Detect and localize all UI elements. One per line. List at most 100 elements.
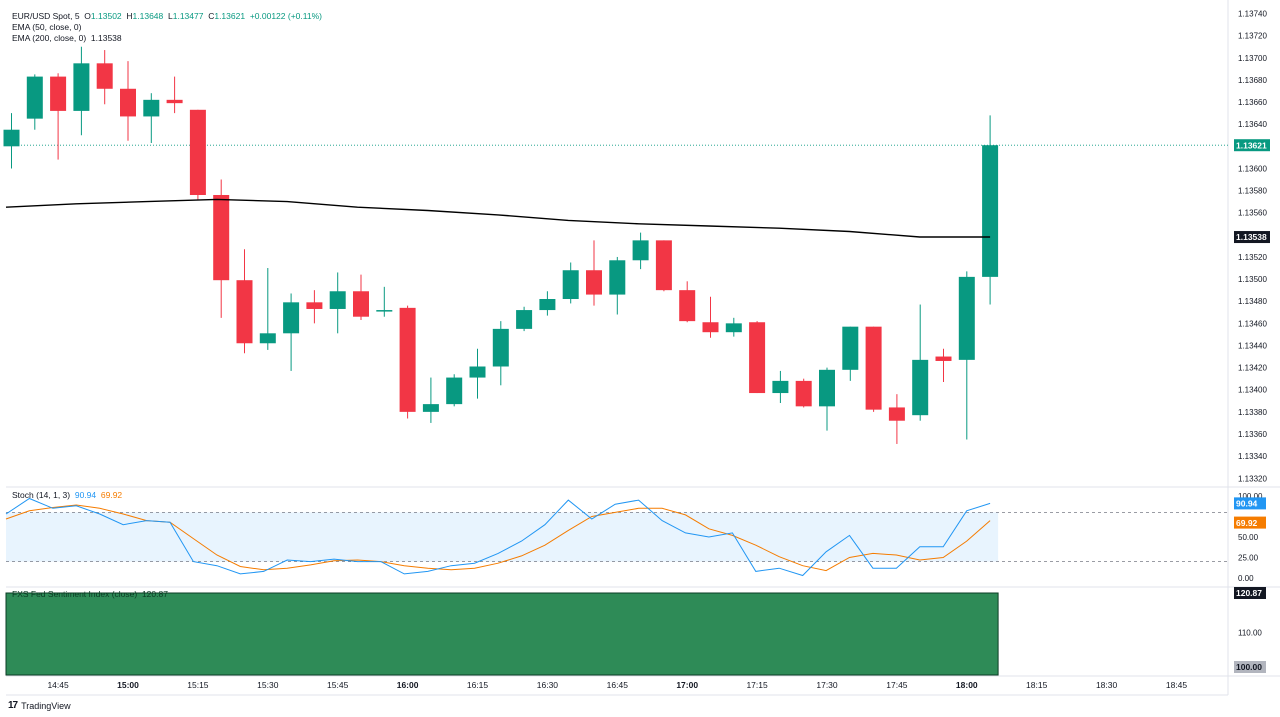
price-tick-label: 1.13680	[1238, 76, 1267, 85]
stoch-tick-label: 25.00	[1238, 554, 1259, 563]
candle	[236, 249, 253, 354]
candle	[399, 305, 416, 419]
candle-body	[3, 129, 20, 147]
candle-body	[213, 194, 230, 281]
candle	[492, 321, 509, 386]
stoch-d-value: 69.92	[100, 490, 123, 500]
candle	[166, 76, 183, 114]
candle	[912, 304, 929, 421]
sentiment-base-tag-bg	[1234, 661, 1266, 673]
candle	[283, 293, 300, 371]
candle	[655, 240, 672, 292]
candle-body	[958, 276, 975, 360]
time-tick-label: 18:15	[1026, 680, 1048, 690]
candle-body	[492, 328, 509, 367]
candle-body	[772, 380, 789, 394]
low-value: 1.13477	[172, 11, 204, 21]
candle-body	[865, 326, 882, 410]
change-value: +0.00122 (+0.11%)	[249, 11, 322, 21]
candle-body	[562, 270, 579, 300]
time-tick-label: 17:15	[746, 680, 768, 690]
time-tick-label: 15:15	[187, 680, 209, 690]
candle-body	[283, 302, 300, 334]
time-tick-label: 18:30	[1096, 680, 1118, 690]
tradingview-brand[interactable]: 17 TradingView	[8, 700, 71, 711]
candle	[120, 61, 136, 141]
candle-body	[376, 310, 393, 312]
price-tick-label: 1.13700	[1238, 54, 1267, 63]
candle-body	[516, 310, 533, 329]
price-tick-label: 1.13720	[1238, 32, 1267, 41]
candle	[422, 377, 439, 423]
candle-body	[725, 323, 742, 333]
candle-body	[819, 369, 835, 407]
candle-body	[50, 76, 67, 111]
time-tick-label: 14:45	[47, 680, 69, 690]
candle-body	[469, 366, 486, 378]
candle	[842, 326, 859, 381]
candle-body	[982, 145, 999, 277]
close-value: 1.13621	[214, 11, 246, 21]
price-tick-label: 1.13400	[1238, 386, 1267, 395]
high-value: 1.13648	[132, 11, 164, 21]
candle	[725, 317, 742, 337]
stoch-label: Stoch (14, 1, 3)	[12, 490, 71, 500]
candle	[702, 296, 719, 338]
candle-body	[189, 109, 206, 195]
ema200-price-tag-text: 1.13538	[1236, 232, 1267, 242]
candle-body	[679, 290, 696, 322]
candle-body	[166, 99, 183, 104]
stoch-band	[6, 512, 999, 562]
sentiment-last-tag-text: 120.87	[1236, 588, 1262, 598]
candle-body	[749, 322, 766, 394]
candle-body	[655, 240, 672, 291]
sentiment-area	[5, 592, 999, 676]
candle	[609, 256, 626, 315]
candle-body	[399, 307, 416, 412]
stoch-k-tag: 90.94	[1234, 497, 1266, 510]
candle	[795, 378, 812, 408]
sentiment-base-tag: 100.00	[1234, 661, 1266, 673]
stoch-k-tag-text: 90.94	[1236, 499, 1258, 509]
sentiment-last-tag-bg	[1234, 587, 1266, 599]
price-tick-label: 1.13580	[1238, 187, 1267, 196]
candle	[516, 306, 533, 332]
stoch-tick-label: 50.00	[1238, 533, 1259, 542]
time-tick-label: 15:45	[327, 680, 349, 690]
last-price-tag-bg	[1234, 139, 1270, 152]
candle	[469, 348, 486, 399]
price-tick-label: 1.13500	[1238, 275, 1267, 284]
high-label: H	[126, 11, 133, 21]
tradingview-logo-icon: 17	[8, 700, 18, 711]
candle	[749, 321, 766, 394]
price-tick-label: 1.13740	[1238, 10, 1267, 19]
candle	[143, 93, 160, 143]
candle-body	[586, 270, 602, 295]
stoch-tick-label: 0.00	[1238, 574, 1254, 583]
candle-body	[795, 380, 812, 407]
sentiment-tick-label: 110.00	[1238, 629, 1262, 638]
time-tick-label: 16:15	[467, 680, 489, 690]
price-tick-label: 1.13660	[1238, 98, 1267, 107]
candle	[562, 262, 579, 304]
candle	[3, 113, 20, 169]
candle-body	[236, 280, 253, 344]
price-tick-label: 1.13440	[1238, 341, 1267, 350]
candle-body	[353, 291, 369, 317]
time-tick-label: 16:00	[397, 680, 419, 690]
candle-body	[422, 404, 439, 412]
symbol-legend: EUR/USD Spot, 5 O1.13502 H1.13648 L1.134…	[12, 11, 322, 22]
candle	[865, 326, 882, 412]
candle	[935, 348, 952, 382]
ema200-line	[5, 198, 991, 238]
candle-body	[539, 299, 556, 311]
last-price-tag-text: 1.13621	[1236, 140, 1267, 150]
price-tick-label: 1.13380	[1238, 408, 1267, 417]
candle	[539, 291, 556, 316]
candle	[958, 271, 975, 440]
open-value: 1.13502	[90, 11, 122, 21]
candle	[189, 109, 206, 200]
candle	[376, 286, 393, 317]
ema200-legend: EMA (200, close, 0) 1.13538	[12, 33, 122, 44]
